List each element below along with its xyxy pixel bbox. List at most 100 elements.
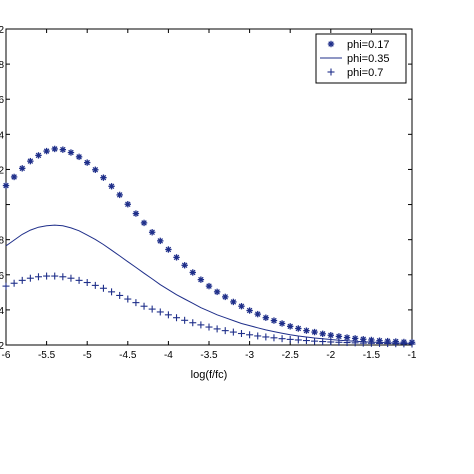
data-point xyxy=(205,323,213,331)
data-point xyxy=(51,145,58,153)
x-tick-label: -4 xyxy=(164,350,173,361)
data-point xyxy=(359,339,367,347)
data-point xyxy=(2,182,10,189)
data-point xyxy=(108,288,116,296)
data-point xyxy=(92,166,99,173)
x-tick-label: -5 xyxy=(83,350,92,361)
data-point xyxy=(124,201,131,208)
series-2 xyxy=(2,272,416,348)
data-point xyxy=(335,338,343,346)
data-point xyxy=(343,339,351,347)
data-point xyxy=(311,337,319,345)
data-point xyxy=(91,281,99,289)
data-point xyxy=(222,293,229,301)
data-point xyxy=(34,273,42,281)
data-point xyxy=(262,333,270,341)
data-point xyxy=(84,159,91,166)
data-point xyxy=(278,335,286,343)
data-point xyxy=(165,246,172,253)
data-point xyxy=(164,311,172,319)
data-point xyxy=(132,299,140,307)
data-point xyxy=(140,219,148,227)
data-point xyxy=(173,254,180,261)
data-point xyxy=(197,276,205,283)
data-point xyxy=(376,339,384,347)
data-point xyxy=(254,332,262,340)
data-point xyxy=(100,174,107,181)
x-tick-label: -2.5 xyxy=(282,350,300,361)
legend: phi=0.17 phi=0.35 phi=0.7 xyxy=(315,33,407,84)
data-point xyxy=(335,333,343,340)
series-line xyxy=(5,224,413,344)
data-point xyxy=(311,328,318,336)
data-point xyxy=(173,314,181,322)
x-tick-label: -1 xyxy=(408,350,417,361)
data-point xyxy=(83,279,91,287)
data-point xyxy=(59,273,67,281)
data-point xyxy=(2,282,10,290)
data-point xyxy=(59,146,67,153)
data-point xyxy=(351,339,359,347)
data-point xyxy=(189,319,197,327)
data-point xyxy=(148,305,156,313)
data-point xyxy=(189,269,196,276)
y-tick-label: 6 xyxy=(0,95,4,106)
data-point xyxy=(27,157,34,165)
series-layer xyxy=(2,145,416,348)
y-axis-ticks: 2 8 6 4 2 8 6 4 2 xyxy=(0,25,412,352)
data-point xyxy=(157,237,164,245)
legend-entry: phi=0.35 xyxy=(347,53,390,65)
data-point xyxy=(213,288,221,296)
data-point xyxy=(270,334,278,342)
series-1 xyxy=(5,224,413,344)
data-point xyxy=(229,328,237,336)
data-point xyxy=(246,331,254,339)
data-point xyxy=(51,272,59,280)
data-point xyxy=(221,327,229,335)
data-point xyxy=(302,337,310,345)
x-axis-label: log(f/fc) xyxy=(191,369,228,381)
data-point xyxy=(327,332,334,339)
x-tick-label: -3 xyxy=(245,350,254,361)
data-point xyxy=(319,338,327,346)
data-point xyxy=(10,173,18,181)
data-point xyxy=(278,320,286,327)
data-point xyxy=(392,340,400,348)
y-tick-label: 2 xyxy=(0,341,4,352)
x-tick-label: -3.5 xyxy=(200,350,218,361)
x-tick-label: -2 xyxy=(326,350,335,361)
y-tick-label: 2 xyxy=(0,25,4,36)
data-point xyxy=(213,325,221,333)
data-point xyxy=(18,276,26,284)
data-point xyxy=(181,262,188,269)
data-point xyxy=(246,307,253,314)
data-point xyxy=(67,149,75,156)
data-point xyxy=(294,336,302,344)
legend-entry: phi=0.17 xyxy=(347,39,390,51)
data-point xyxy=(408,340,416,348)
data-point xyxy=(230,298,237,306)
legend-marker xyxy=(327,68,335,76)
data-point xyxy=(286,335,294,343)
data-point xyxy=(10,279,18,287)
data-point xyxy=(367,339,375,347)
y-tick-label: 6 xyxy=(0,271,4,282)
x-tick-label: -4.5 xyxy=(119,350,137,361)
data-point xyxy=(43,272,51,280)
x-tick-label: -1.5 xyxy=(363,350,381,361)
data-point xyxy=(108,183,115,190)
data-point xyxy=(295,325,302,332)
data-point xyxy=(303,327,310,334)
data-point xyxy=(262,314,270,321)
data-point xyxy=(140,302,148,310)
data-point xyxy=(148,229,156,236)
data-point xyxy=(99,284,107,292)
data-point xyxy=(327,338,335,346)
data-point xyxy=(197,321,205,329)
data-point xyxy=(124,295,132,303)
legend-marker xyxy=(327,40,335,48)
data-point xyxy=(400,340,408,348)
data-point xyxy=(384,340,392,348)
y-tick-label: 4 xyxy=(0,306,4,317)
